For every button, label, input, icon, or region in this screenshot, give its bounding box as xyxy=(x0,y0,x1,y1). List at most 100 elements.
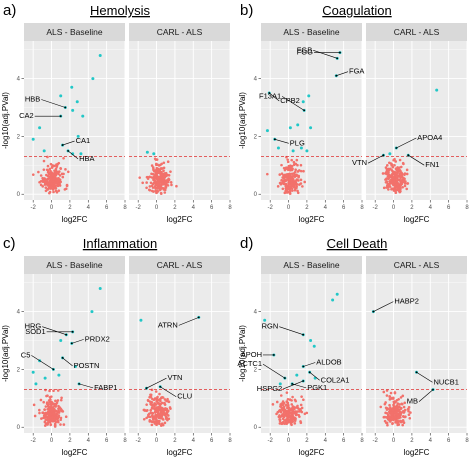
x-tick-label: 0 xyxy=(392,205,396,211)
nonsignificant-point xyxy=(37,170,40,174)
nonsignificant-point xyxy=(150,172,153,176)
x-tick-label: 4 xyxy=(87,205,91,211)
nonsignificant-point xyxy=(161,407,165,411)
nonsignificant-point xyxy=(396,171,399,175)
nonsignificant-point xyxy=(385,421,389,425)
facet-plot-area xyxy=(366,274,467,433)
nonsignificant-point xyxy=(299,163,303,167)
nonsignificant-point xyxy=(65,184,69,188)
nonsignificant-point xyxy=(61,410,65,413)
x-tick-label: 2 xyxy=(410,438,414,444)
nonsignificant-point xyxy=(403,401,407,405)
nonsignificant-point xyxy=(385,170,388,174)
nonsignificant-point xyxy=(145,175,149,179)
nonsignificant-point xyxy=(157,421,160,425)
nonsignificant-point xyxy=(53,424,57,427)
nonsignificant-point xyxy=(285,186,289,189)
nonsignificant-point xyxy=(142,417,146,421)
nonsignificant-point xyxy=(398,412,402,416)
nonsignificant-point xyxy=(62,156,65,160)
nonsignificant-point xyxy=(165,416,169,420)
nonsignificant-point xyxy=(150,414,154,418)
nonsignificant-point xyxy=(283,168,287,172)
nonsignificant-point xyxy=(407,405,411,409)
nonsignificant-point xyxy=(138,176,141,179)
nonsignificant-point xyxy=(399,169,402,173)
annotation-label: ALDOB xyxy=(316,358,341,367)
significant-point xyxy=(301,100,305,104)
nonsignificant-point xyxy=(160,422,164,426)
nonsignificant-point xyxy=(300,395,303,398)
nonsignificant-point xyxy=(48,405,51,409)
annotation-arrowhead xyxy=(70,342,73,345)
nonsignificant-point xyxy=(403,177,406,181)
nonsignificant-point xyxy=(52,402,55,406)
x-axis-label: log2FC xyxy=(167,215,193,224)
nonsignificant-point xyxy=(299,403,303,407)
nonsignificant-point xyxy=(46,188,49,191)
significant-point xyxy=(71,152,75,156)
panel-2: c) Inflammation -log10(adj.PVal) ALS - Base… xyxy=(1,235,232,457)
nonsignificant-point xyxy=(301,185,304,188)
nonsignificant-point xyxy=(158,392,161,396)
nonsignificant-point xyxy=(401,423,404,427)
annotation-arrow xyxy=(262,363,286,379)
y-tick-label: 0 xyxy=(254,192,258,198)
nonsignificant-point xyxy=(286,167,290,170)
nonsignificant-point xyxy=(292,184,295,187)
x-tick-label: 8 xyxy=(228,205,232,211)
nonsignificant-point xyxy=(46,164,50,168)
nonsignificant-point xyxy=(379,405,383,409)
nonsignificant-point xyxy=(145,181,148,184)
facet-strip-label: CARL - ALS xyxy=(394,27,440,37)
nonsignificant-point xyxy=(160,408,163,412)
nonsignificant-point xyxy=(163,421,167,425)
nonsignificant-point xyxy=(61,175,65,179)
nonsignificant-point xyxy=(50,418,54,422)
annotation-label: NUCB1 xyxy=(434,377,459,386)
significant-point xyxy=(31,370,35,374)
annotation-arrowhead xyxy=(272,354,275,356)
annotation-label: VTN xyxy=(167,373,182,382)
nonsignificant-point xyxy=(282,176,286,180)
x-tick-label: 6 xyxy=(342,438,346,444)
annotation-arrowhead xyxy=(65,333,68,336)
nonsignificant-point xyxy=(392,418,395,422)
nonsignificant-point xyxy=(291,405,295,408)
nonsignificant-point xyxy=(41,185,45,188)
nonsignificant-point xyxy=(153,177,157,180)
nonsignificant-point xyxy=(55,401,59,405)
annotation-label: COL2A1 xyxy=(321,375,350,384)
nonsignificant-point xyxy=(385,408,389,411)
nonsignificant-point xyxy=(290,158,294,162)
annotation-arrowhead xyxy=(64,106,67,109)
nonsignificant-point xyxy=(49,185,53,189)
annotation-arrowhead xyxy=(197,316,200,319)
annotation-arrowhead xyxy=(291,382,294,385)
nonsignificant-point xyxy=(387,168,391,172)
nonsignificant-point xyxy=(50,395,53,398)
nonsignificant-point xyxy=(394,408,398,411)
nonsignificant-point xyxy=(53,175,57,179)
annotation-arrowhead xyxy=(302,365,305,368)
annotation-arrowhead xyxy=(339,51,341,54)
nonsignificant-point xyxy=(32,403,36,407)
nonsignificant-point xyxy=(169,170,172,173)
y-tick-label: 0 xyxy=(254,425,258,431)
nonsignificant-point xyxy=(148,420,152,423)
nonsignificant-point xyxy=(289,422,293,425)
x-tick-label: -2 xyxy=(136,205,142,211)
y-tick-label: 2 xyxy=(254,367,258,373)
x-tick-label: -2 xyxy=(373,438,379,444)
nonsignificant-point xyxy=(399,416,402,419)
nonsignificant-point xyxy=(391,411,394,414)
y-tick-label: 0 xyxy=(17,425,21,431)
nonsignificant-point xyxy=(395,412,399,416)
nonsignificant-point xyxy=(159,416,162,419)
nonsignificant-point xyxy=(266,172,269,176)
nonsignificant-point xyxy=(159,397,162,401)
nonsignificant-point xyxy=(149,181,153,185)
annotation-arrowhead xyxy=(415,371,418,374)
x-tick-label: 8 xyxy=(123,438,127,444)
nonsignificant-point xyxy=(390,173,394,177)
